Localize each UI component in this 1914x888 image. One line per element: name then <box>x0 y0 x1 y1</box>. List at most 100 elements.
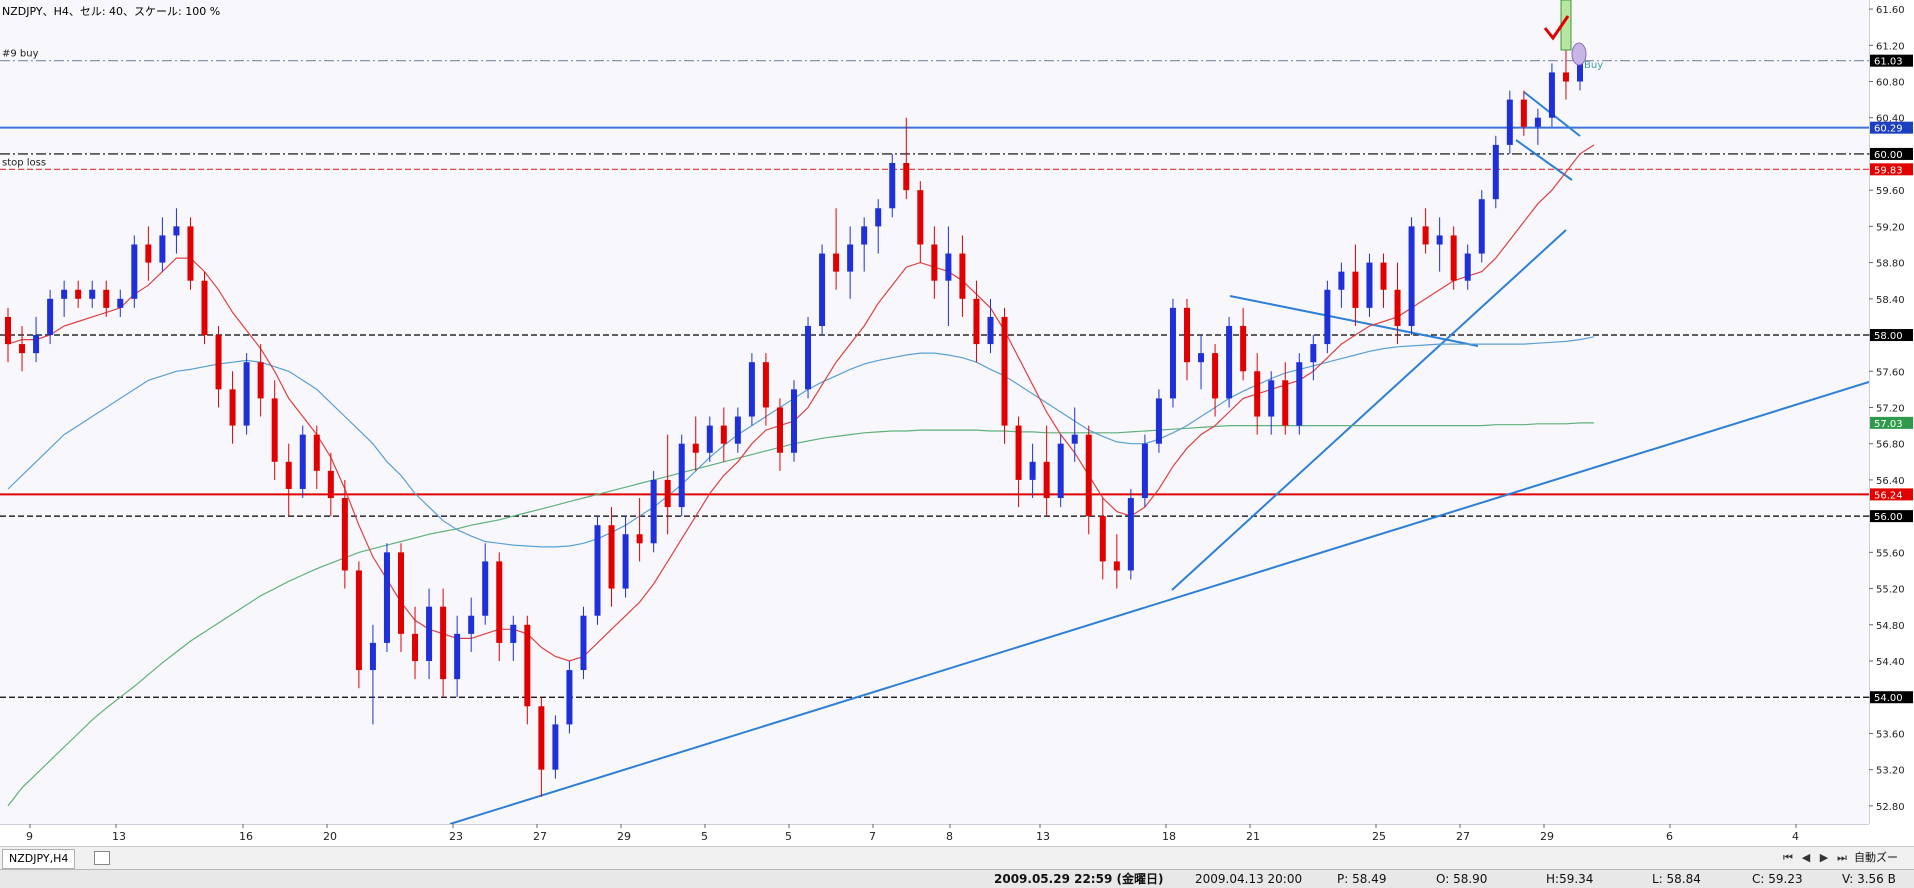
candle-body[interactable] <box>243 362 250 426</box>
candle-body[interactable] <box>482 561 489 616</box>
candle-body[interactable] <box>861 226 868 245</box>
candle-body[interactable] <box>1562 72 1569 82</box>
candle-body[interactable] <box>33 335 40 354</box>
candle-body[interactable] <box>131 244 138 299</box>
candle-body[interactable] <box>426 606 433 662</box>
candle-body[interactable] <box>889 162 896 209</box>
candle-body[interactable] <box>931 244 938 281</box>
candle-body[interactable] <box>1085 434 1092 517</box>
candle-body[interactable] <box>524 624 531 707</box>
candle-body[interactable] <box>1099 516 1106 562</box>
candle-body[interactable] <box>454 633 461 680</box>
candle-body[interactable] <box>847 244 854 272</box>
ma-green-line[interactable] <box>7 422 1594 807</box>
candle-body[interactable] <box>468 615 475 634</box>
candle-body[interactable] <box>383 552 390 643</box>
candle-body[interactable] <box>496 561 503 643</box>
candle-body[interactable] <box>959 253 966 299</box>
candle-body[interactable] <box>650 479 657 544</box>
ma-blue-line[interactable] <box>7 336 1595 548</box>
candle-body[interactable] <box>1296 362 1303 426</box>
window-icon[interactable] <box>94 851 110 865</box>
candle-body[interactable] <box>538 706 545 770</box>
candle-body[interactable] <box>327 470 334 499</box>
candle-body[interactable] <box>1520 99 1527 127</box>
candle-body[interactable] <box>762 362 769 408</box>
candle-body[interactable] <box>748 362 755 417</box>
candle-body[interactable] <box>917 190 924 245</box>
candle-body[interactable] <box>145 244 152 263</box>
candle-body[interactable] <box>369 642 376 671</box>
buy-marker[interactable] <box>1571 42 1587 66</box>
candle-body[interactable] <box>1141 443 1148 499</box>
candle-body[interactable] <box>510 624 517 643</box>
last-icon[interactable]: ⏭ <box>1837 851 1847 864</box>
candle-body[interactable] <box>1338 271 1345 290</box>
trendline-long[interactable] <box>449 381 1869 824</box>
candle-body[interactable] <box>201 280 208 336</box>
candle-body[interactable] <box>1324 289 1331 345</box>
candle-body[interactable] <box>580 615 587 671</box>
candle-body[interactable] <box>1534 117 1541 127</box>
candle-body[interactable] <box>1029 461 1036 480</box>
ma-red-line[interactable] <box>7 144 1595 662</box>
candle-body[interactable] <box>1352 271 1359 308</box>
candle-body[interactable] <box>1464 253 1471 281</box>
candle-body[interactable] <box>89 289 96 299</box>
candle-body[interactable] <box>594 525 601 616</box>
chart-tab[interactable]: NZDJPY,H4 <box>2 849 76 869</box>
candle-body[interactable] <box>19 344 26 354</box>
candle-body[interactable] <box>61 289 68 299</box>
candle-body[interactable] <box>257 362 264 399</box>
candle-body[interactable] <box>1184 307 1190 363</box>
candle-body[interactable] <box>1422 226 1429 245</box>
candle-body[interactable] <box>1366 262 1373 308</box>
candle-body[interactable] <box>1071 434 1078 444</box>
candle-body[interactable] <box>1577 63 1583 82</box>
price-scale[interactable]: 61.60 61.20 60.80 60.40 60.00 59.60 59.20 58.80… <box>1868 0 1914 824</box>
candle-body[interactable] <box>229 389 236 426</box>
price-chart[interactable]: #9 buy stop loss Buy <box>0 0 1869 824</box>
candle-body[interactable] <box>1268 380 1275 417</box>
candle-body[interactable] <box>776 407 783 453</box>
candle-body[interactable] <box>678 443 685 508</box>
candle-body[interactable] <box>819 253 826 326</box>
candle-body[interactable] <box>1057 443 1064 499</box>
candle-body[interactable] <box>1226 325 1233 399</box>
candle-body[interactable] <box>103 289 110 308</box>
candle-body[interactable] <box>355 570 362 671</box>
prev-icon[interactable]: ◀ <box>1801 851 1811 864</box>
candle-body[interactable] <box>833 253 840 272</box>
candle-body[interactable] <box>398 552 404 634</box>
candle-body[interactable] <box>1001 316 1008 426</box>
candle-body[interactable] <box>875 208 882 227</box>
candle-body[interactable] <box>187 226 194 281</box>
candle-body[interactable] <box>285 461 292 489</box>
candle-body[interactable] <box>1394 289 1401 326</box>
candle-body[interactable] <box>1450 235 1457 281</box>
candle-body[interactable] <box>987 316 994 345</box>
autoscroll-button[interactable]: 自動ズー <box>1854 851 1898 864</box>
candle-body[interactable] <box>215 335 222 390</box>
candle-body[interactable] <box>271 398 278 462</box>
candle-body[interactable] <box>1043 461 1050 499</box>
candle-body[interactable] <box>622 534 629 589</box>
candle-body[interactable] <box>1155 398 1162 444</box>
candle-body[interactable] <box>1506 99 1513 145</box>
candle-body[interactable] <box>1240 325 1247 372</box>
candle-body[interactable] <box>341 498 348 571</box>
candle-body[interactable] <box>1212 353 1219 399</box>
candle-body[interactable] <box>566 670 573 725</box>
candle-body[interactable] <box>313 434 320 471</box>
candle-body[interactable] <box>791 389 797 453</box>
candle-body[interactable] <box>903 162 910 191</box>
candle-body[interactable] <box>1254 371 1261 417</box>
candle-body[interactable] <box>692 443 699 453</box>
candle-body[interactable] <box>945 253 952 281</box>
candle-body[interactable] <box>734 416 741 444</box>
candle-body[interactable] <box>706 425 713 453</box>
candle-body[interactable] <box>5 316 11 345</box>
candle-body[interactable] <box>1436 235 1443 245</box>
candle-body[interactable] <box>1478 199 1485 254</box>
candle-body[interactable] <box>1015 425 1022 480</box>
